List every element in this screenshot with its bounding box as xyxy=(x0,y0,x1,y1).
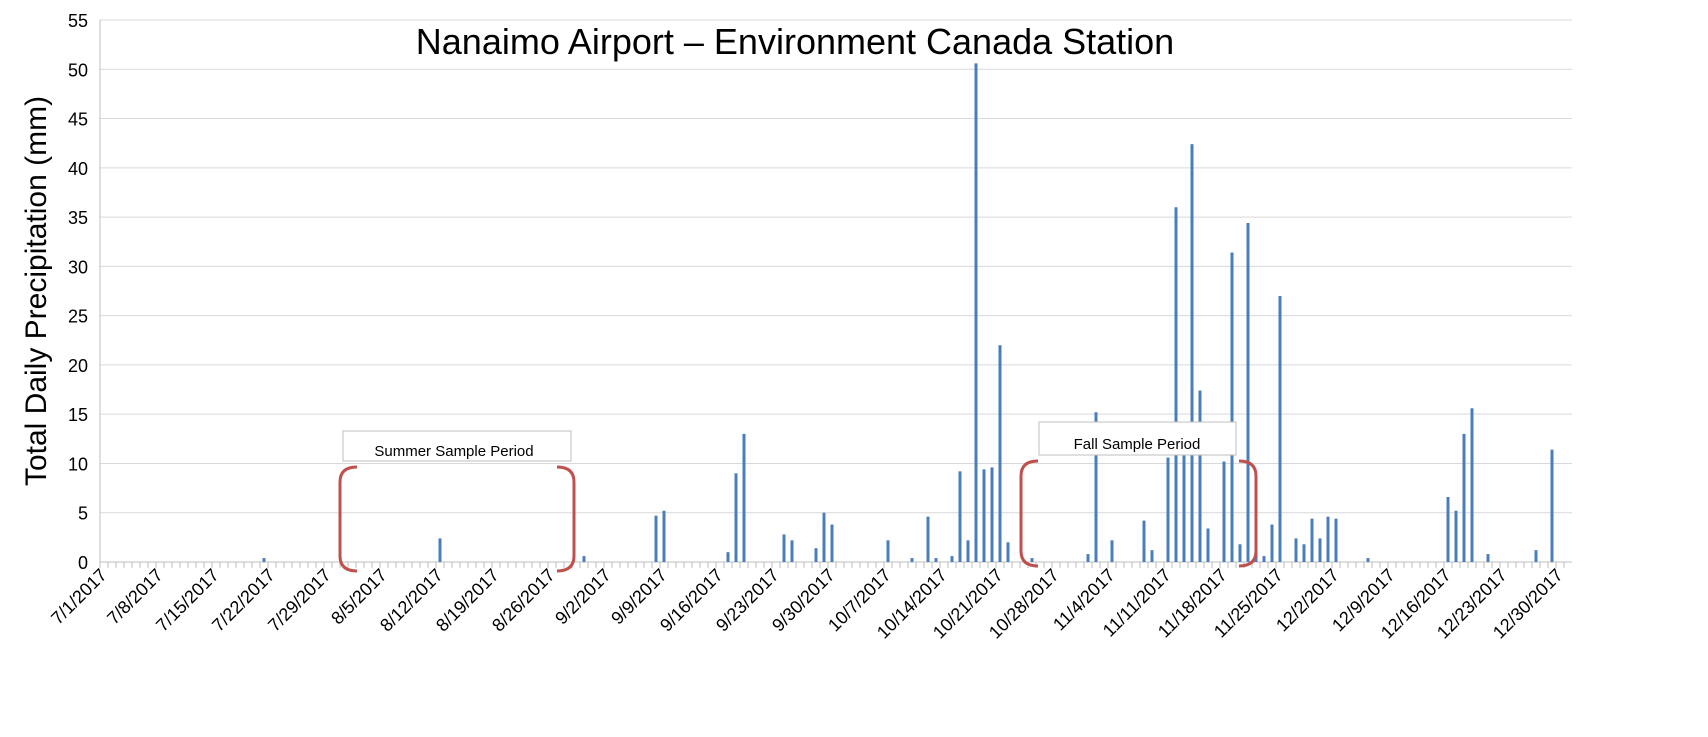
y-tick-label: 50 xyxy=(68,60,88,80)
bar xyxy=(1190,144,1194,562)
bar xyxy=(790,540,794,562)
bar xyxy=(1470,408,1474,562)
annotation: Fall Sample Period xyxy=(1074,436,1201,453)
bracket xyxy=(1238,459,1258,568)
bar xyxy=(814,548,818,562)
bar xyxy=(1270,524,1274,562)
bar xyxy=(438,538,442,562)
bar xyxy=(822,512,826,562)
bar xyxy=(1110,540,1114,562)
annotation-box xyxy=(342,430,572,462)
y-tick-label: 5 xyxy=(78,504,88,524)
chart-title: Nanaimo Airport – Environment Canada Sta… xyxy=(416,21,1174,62)
bar xyxy=(974,63,978,563)
bar xyxy=(1262,556,1266,562)
bar xyxy=(950,556,954,562)
bar xyxy=(1198,390,1202,562)
plot: 05101520253035404550557/1/20177/8/20177/… xyxy=(47,11,1572,643)
bracket xyxy=(556,465,576,573)
bar xyxy=(886,540,890,562)
bar xyxy=(1086,554,1090,562)
bar xyxy=(726,552,730,562)
bar xyxy=(1222,461,1226,562)
bar xyxy=(1150,550,1154,562)
y-tick-label: 10 xyxy=(68,454,88,474)
bar xyxy=(1006,542,1010,562)
bar xyxy=(958,471,962,562)
y-axis-label: Total Daily Precipitation (mm) xyxy=(20,96,53,486)
annotation-box xyxy=(1038,421,1237,456)
bar xyxy=(1246,223,1250,562)
bar xyxy=(1486,554,1490,562)
bar xyxy=(1206,528,1210,562)
bar xyxy=(998,345,1002,562)
bar xyxy=(1166,457,1170,562)
bar xyxy=(1094,412,1098,562)
bracket xyxy=(1019,459,1039,568)
bar xyxy=(782,534,786,562)
y-tick-label: 20 xyxy=(68,356,88,376)
y-tick-label: 45 xyxy=(68,110,88,130)
bar xyxy=(926,516,930,562)
y-tick-label: 30 xyxy=(68,257,88,277)
bar xyxy=(982,469,986,562)
bar xyxy=(1534,550,1538,562)
bar xyxy=(1454,510,1458,562)
bar xyxy=(1334,518,1338,562)
x-tick-label: 9/2/2017 xyxy=(551,565,615,629)
bar xyxy=(966,540,970,562)
bar xyxy=(1174,207,1178,562)
bracket xyxy=(338,465,358,573)
bar xyxy=(582,556,586,562)
bar xyxy=(1142,520,1146,562)
bar xyxy=(1446,496,1450,562)
bar xyxy=(1326,516,1330,562)
y-tick-label: 15 xyxy=(68,405,88,425)
bar xyxy=(662,510,666,562)
bar xyxy=(1318,538,1322,562)
x-tick-label: 7/1/2017 xyxy=(47,565,111,629)
bar xyxy=(910,558,914,562)
bar xyxy=(734,473,738,562)
bar xyxy=(1302,544,1306,562)
bar xyxy=(830,524,834,562)
bar xyxy=(1550,449,1554,562)
bar xyxy=(1238,544,1242,562)
bar xyxy=(1366,558,1370,562)
bar xyxy=(1230,252,1234,563)
y-tick-label: 0 xyxy=(78,553,88,573)
bar xyxy=(742,433,746,562)
bar xyxy=(1462,433,1466,562)
annotation: Summer Sample Period xyxy=(374,443,533,460)
bar xyxy=(990,467,994,562)
y-tick-label: 25 xyxy=(68,307,88,327)
bar xyxy=(262,558,266,562)
y-tick-label: 35 xyxy=(68,208,88,228)
bar xyxy=(1030,558,1034,562)
y-tick-label: 55 xyxy=(68,11,88,31)
bar xyxy=(1182,455,1186,562)
bar xyxy=(934,558,938,562)
bar xyxy=(1294,538,1298,562)
bar xyxy=(1310,518,1314,562)
bar xyxy=(654,515,658,562)
bar xyxy=(1278,295,1282,562)
y-tick-label: 40 xyxy=(68,159,88,179)
